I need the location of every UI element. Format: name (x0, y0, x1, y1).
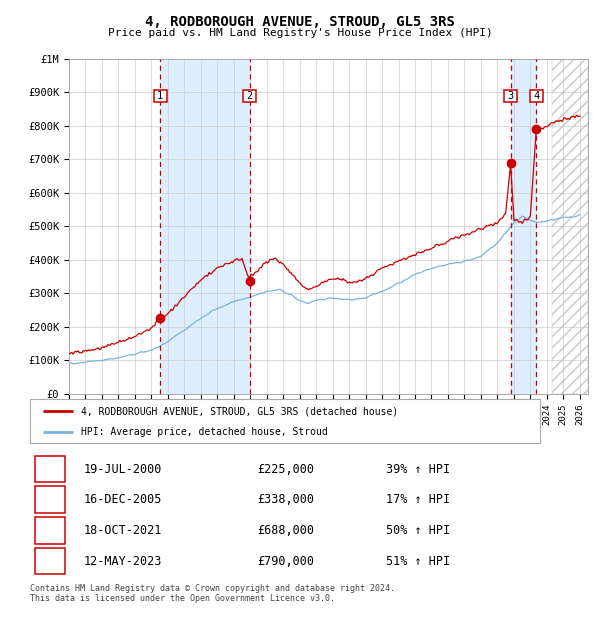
Text: £225,000: £225,000 (257, 463, 314, 476)
Text: 3: 3 (47, 524, 54, 537)
Text: £338,000: £338,000 (257, 494, 314, 506)
Text: HPI: Average price, detached house, Stroud: HPI: Average price, detached house, Stro… (81, 427, 328, 436)
Text: 19-JUL-2000: 19-JUL-2000 (84, 463, 163, 476)
Text: 2: 2 (47, 494, 54, 506)
Bar (552, 59, 588, 394)
Text: 50% ↑ HPI: 50% ↑ HPI (386, 524, 451, 537)
Text: 4, RODBOROUGH AVENUE, STROUD, GL5 3RS (detached house): 4, RODBOROUGH AVENUE, STROUD, GL5 3RS (d… (81, 406, 398, 416)
Text: 3: 3 (508, 91, 514, 101)
Text: £688,000: £688,000 (257, 524, 314, 537)
FancyBboxPatch shape (35, 486, 65, 513)
Text: 4, RODBOROUGH AVENUE, STROUD, GL5 3RS: 4, RODBOROUGH AVENUE, STROUD, GL5 3RS (145, 16, 455, 30)
Text: Price paid vs. HM Land Registry's House Price Index (HPI): Price paid vs. HM Land Registry's House … (107, 28, 493, 38)
Text: 4: 4 (533, 91, 539, 101)
Text: 2: 2 (247, 91, 253, 101)
Text: 12-MAY-2023: 12-MAY-2023 (84, 554, 163, 567)
Bar (160, 59, 250, 394)
Text: 18-OCT-2021: 18-OCT-2021 (84, 524, 163, 537)
Bar (552, 59, 588, 394)
Text: 1: 1 (157, 91, 163, 101)
Text: Contains HM Land Registry data © Crown copyright and database right 2024.
This d: Contains HM Land Registry data © Crown c… (30, 584, 395, 603)
Text: 51% ↑ HPI: 51% ↑ HPI (386, 554, 451, 567)
Text: £790,000: £790,000 (257, 554, 314, 567)
Text: 17% ↑ HPI: 17% ↑ HPI (386, 494, 451, 506)
FancyBboxPatch shape (35, 517, 65, 544)
FancyBboxPatch shape (35, 547, 65, 574)
Text: 16-DEC-2005: 16-DEC-2005 (84, 494, 163, 506)
Text: 39% ↑ HPI: 39% ↑ HPI (386, 463, 451, 476)
Bar (511, 59, 536, 394)
FancyBboxPatch shape (35, 456, 65, 482)
Text: 1: 1 (47, 463, 54, 476)
Text: 4: 4 (47, 554, 54, 567)
